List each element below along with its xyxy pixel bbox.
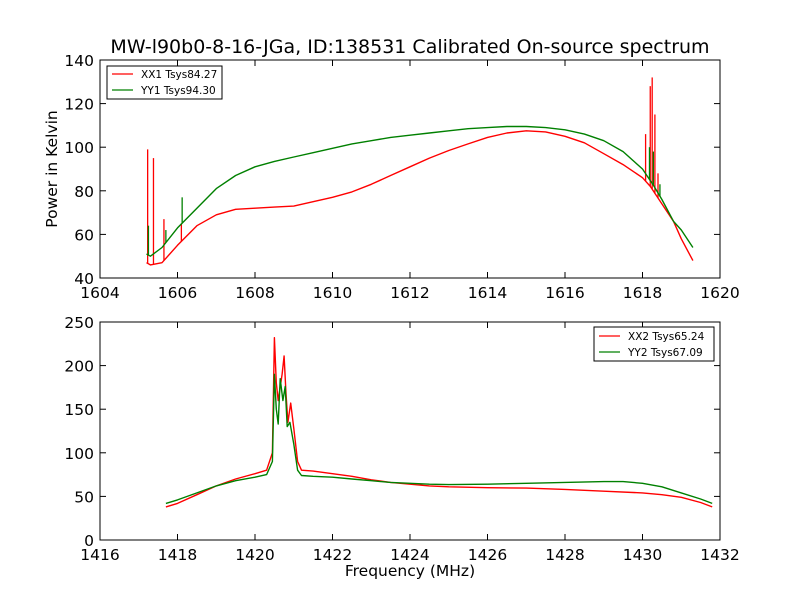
x-tick-label: 1604: [80, 284, 119, 302]
y-tick-label: 80: [74, 183, 94, 201]
y-tick-label: 0: [84, 532, 94, 550]
legend-label-yy1: YY1 Tsys94.30: [140, 85, 216, 97]
legend-label-yy2: YY2 Tsys67.09: [627, 347, 703, 359]
x-tick-label: 1424: [390, 546, 429, 564]
y-tick-label: 40: [74, 270, 94, 288]
legend-label-xx1: XX1 Tsys84.27: [141, 69, 217, 81]
x-tick-label: 1432: [700, 546, 739, 564]
x-tick-label: 1420: [235, 546, 274, 564]
x-tick-label: 1426: [468, 546, 507, 564]
x-tick-label: 1610: [313, 284, 352, 302]
x-tick-label: 1416: [80, 546, 119, 564]
x-tick-label: 1418: [158, 546, 197, 564]
bottom-series-lines: [165, 337, 713, 508]
y-tick-label: 100: [64, 445, 94, 463]
x-tick-label: 1608: [235, 284, 274, 302]
y-tick-label: 120: [64, 96, 94, 114]
y-tick-label: 150: [64, 401, 94, 419]
y-tick-label: 100: [64, 139, 94, 157]
top-series-lines: [146, 77, 694, 266]
x-tick-label: 1614: [468, 284, 507, 302]
y-tick-label: 60: [74, 226, 94, 244]
top-legend-box: [106, 65, 223, 100]
x-tick-label: 1422: [313, 546, 352, 564]
y-tick-label: 250: [64, 314, 94, 332]
bottom-series-line-2: [165, 373, 713, 505]
bottom-panel: 1416 1418 1420 1422 1424 1426 1428 1430 1432 0 50 1…: [64, 314, 739, 580]
x-tick-label: 1618: [623, 284, 662, 302]
top-series-line-2: [146, 125, 694, 257]
bottom-legend-box: [593, 326, 715, 362]
chart-title: MW-l90b0-8-16-JGa, ID:138531 Calibrated …: [110, 36, 709, 58]
x-tick-label: 1620: [700, 284, 739, 302]
top-panel: 1604 1606 1608 1610 1612 1614 1616 1618 1620 40 60…: [43, 52, 740, 302]
bottom-legend: XX2 Tsys65.24 YY2 Tsys67.09: [593, 326, 715, 362]
top-series-line-1: [146, 130, 694, 266]
y-tick-label: 200: [64, 358, 94, 376]
y-tick-label: 140: [64, 52, 94, 70]
x-tick-label: 1612: [390, 284, 429, 302]
top-y-axis-label: Power in Kelvin: [43, 110, 61, 227]
y-tick-label: 50: [74, 488, 94, 506]
x-tick-label: 1606: [158, 284, 197, 302]
bottom-series-line-1: [165, 337, 713, 508]
x-tick-label: 1430: [623, 546, 662, 564]
bottom-x-axis-label: Frequency (MHz): [345, 562, 475, 580]
x-tick-label: 1616: [545, 284, 584, 302]
x-tick-label: 1428: [545, 546, 584, 564]
bottom-ticks: 1416 1418 1420 1422 1424 1426 1428 1430 1432 0 50 1…: [64, 314, 739, 564]
top-legend: XX1 Tsys84.27 YY1 Tsys94.30: [106, 65, 223, 100]
legend-label-xx2: XX2 Tsys65.24: [628, 331, 705, 343]
top-ticks: 1604 1606 1608 1610 1612 1614 1616 1618 1620 40 60…: [64, 52, 739, 302]
